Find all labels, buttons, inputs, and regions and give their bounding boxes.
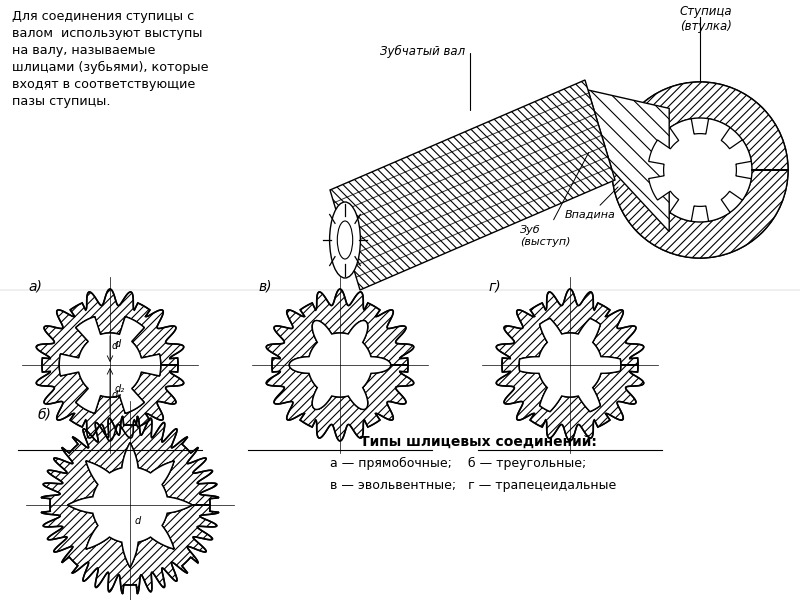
Text: в): в) xyxy=(258,280,272,293)
Polygon shape xyxy=(519,319,621,412)
Polygon shape xyxy=(266,289,414,441)
Polygon shape xyxy=(649,119,751,221)
Circle shape xyxy=(633,103,665,135)
Text: а — прямобочные;    б — треугольные;: а — прямобочные; б — треугольные; xyxy=(330,457,586,470)
Circle shape xyxy=(735,103,767,135)
Text: d: d xyxy=(115,340,122,349)
Text: d₂: d₂ xyxy=(112,390,122,400)
Polygon shape xyxy=(41,416,219,594)
Text: Зуб
(выступ): Зуб (выступ) xyxy=(520,152,589,247)
Polygon shape xyxy=(290,320,390,409)
Text: d: d xyxy=(135,516,142,526)
Polygon shape xyxy=(36,289,184,441)
Text: Ступица
(втулка): Ступица (втулка) xyxy=(680,5,733,33)
Text: Зубчатый вал: Зубчатый вал xyxy=(380,45,470,110)
Text: Типы шлицевых соединений:: Типы шлицевых соединений: xyxy=(360,435,597,449)
Polygon shape xyxy=(330,80,615,290)
Polygon shape xyxy=(496,289,644,441)
Polygon shape xyxy=(68,443,192,568)
Text: б): б) xyxy=(38,407,52,421)
Text: в — эвольвентные;   г — трапецеидальные: в — эвольвентные; г — трапецеидальные xyxy=(330,479,616,492)
Text: а): а) xyxy=(29,280,42,293)
Circle shape xyxy=(735,205,767,237)
Polygon shape xyxy=(59,317,161,413)
Polygon shape xyxy=(519,319,621,412)
Text: Впадина: Впадина xyxy=(565,187,618,220)
Text: d: d xyxy=(112,341,118,351)
Text: Для соединения ступицы с
валом  используют выступы
на валу, называемые
шлицами (: Для соединения ступицы с валом использую… xyxy=(12,10,209,108)
Polygon shape xyxy=(290,320,390,409)
Polygon shape xyxy=(68,443,192,568)
Polygon shape xyxy=(612,82,788,258)
Circle shape xyxy=(633,205,665,237)
Ellipse shape xyxy=(330,202,360,278)
Polygon shape xyxy=(59,317,161,413)
Polygon shape xyxy=(588,90,669,232)
Circle shape xyxy=(612,82,788,258)
Ellipse shape xyxy=(338,221,353,259)
Text: г): г) xyxy=(488,280,501,293)
Text: d₂: d₂ xyxy=(115,384,125,394)
